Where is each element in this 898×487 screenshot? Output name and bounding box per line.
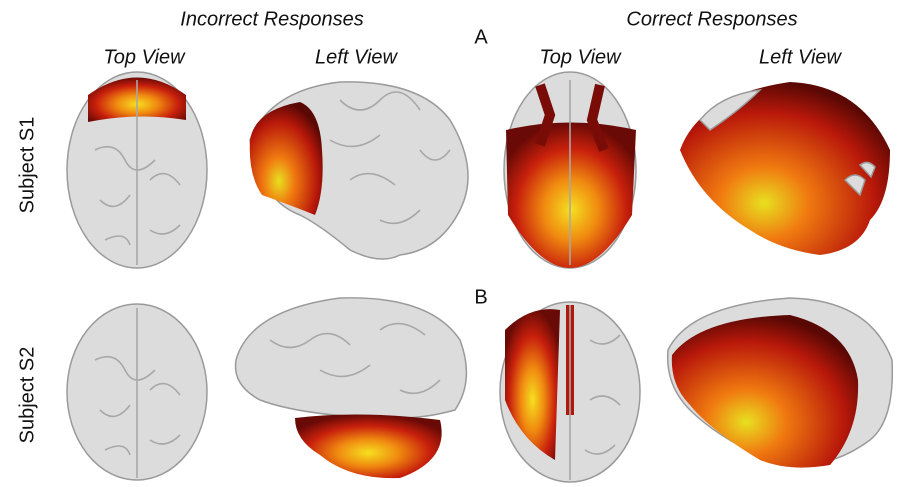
brain-s2-incorrect-left [236, 298, 467, 478]
view-title: Top View [539, 46, 622, 68]
brain-s1-correct-top [504, 72, 636, 268]
brain-s1-correct-left [680, 82, 890, 255]
view-title: Top View [103, 46, 186, 68]
row-label: Subject S2 [16, 347, 38, 444]
brain-s1-incorrect-top [67, 72, 207, 268]
figure: Incorrect Responses Correct Responses A … [0, 0, 898, 487]
panel-label: A [474, 26, 488, 48]
brain-s2-correct-left [668, 298, 893, 468]
brain-s1-incorrect-left [250, 82, 468, 259]
row-label: Subject S1 [16, 117, 38, 214]
group-title: Incorrect Responses [180, 8, 363, 30]
panel-label: B [474, 286, 487, 308]
view-title: Left View [315, 46, 398, 68]
brain-s2-incorrect-top [67, 304, 207, 480]
group-title: Correct Responses [626, 8, 797, 30]
view-title: Left View [759, 46, 842, 68]
brain-s2-correct-top [500, 302, 640, 482]
